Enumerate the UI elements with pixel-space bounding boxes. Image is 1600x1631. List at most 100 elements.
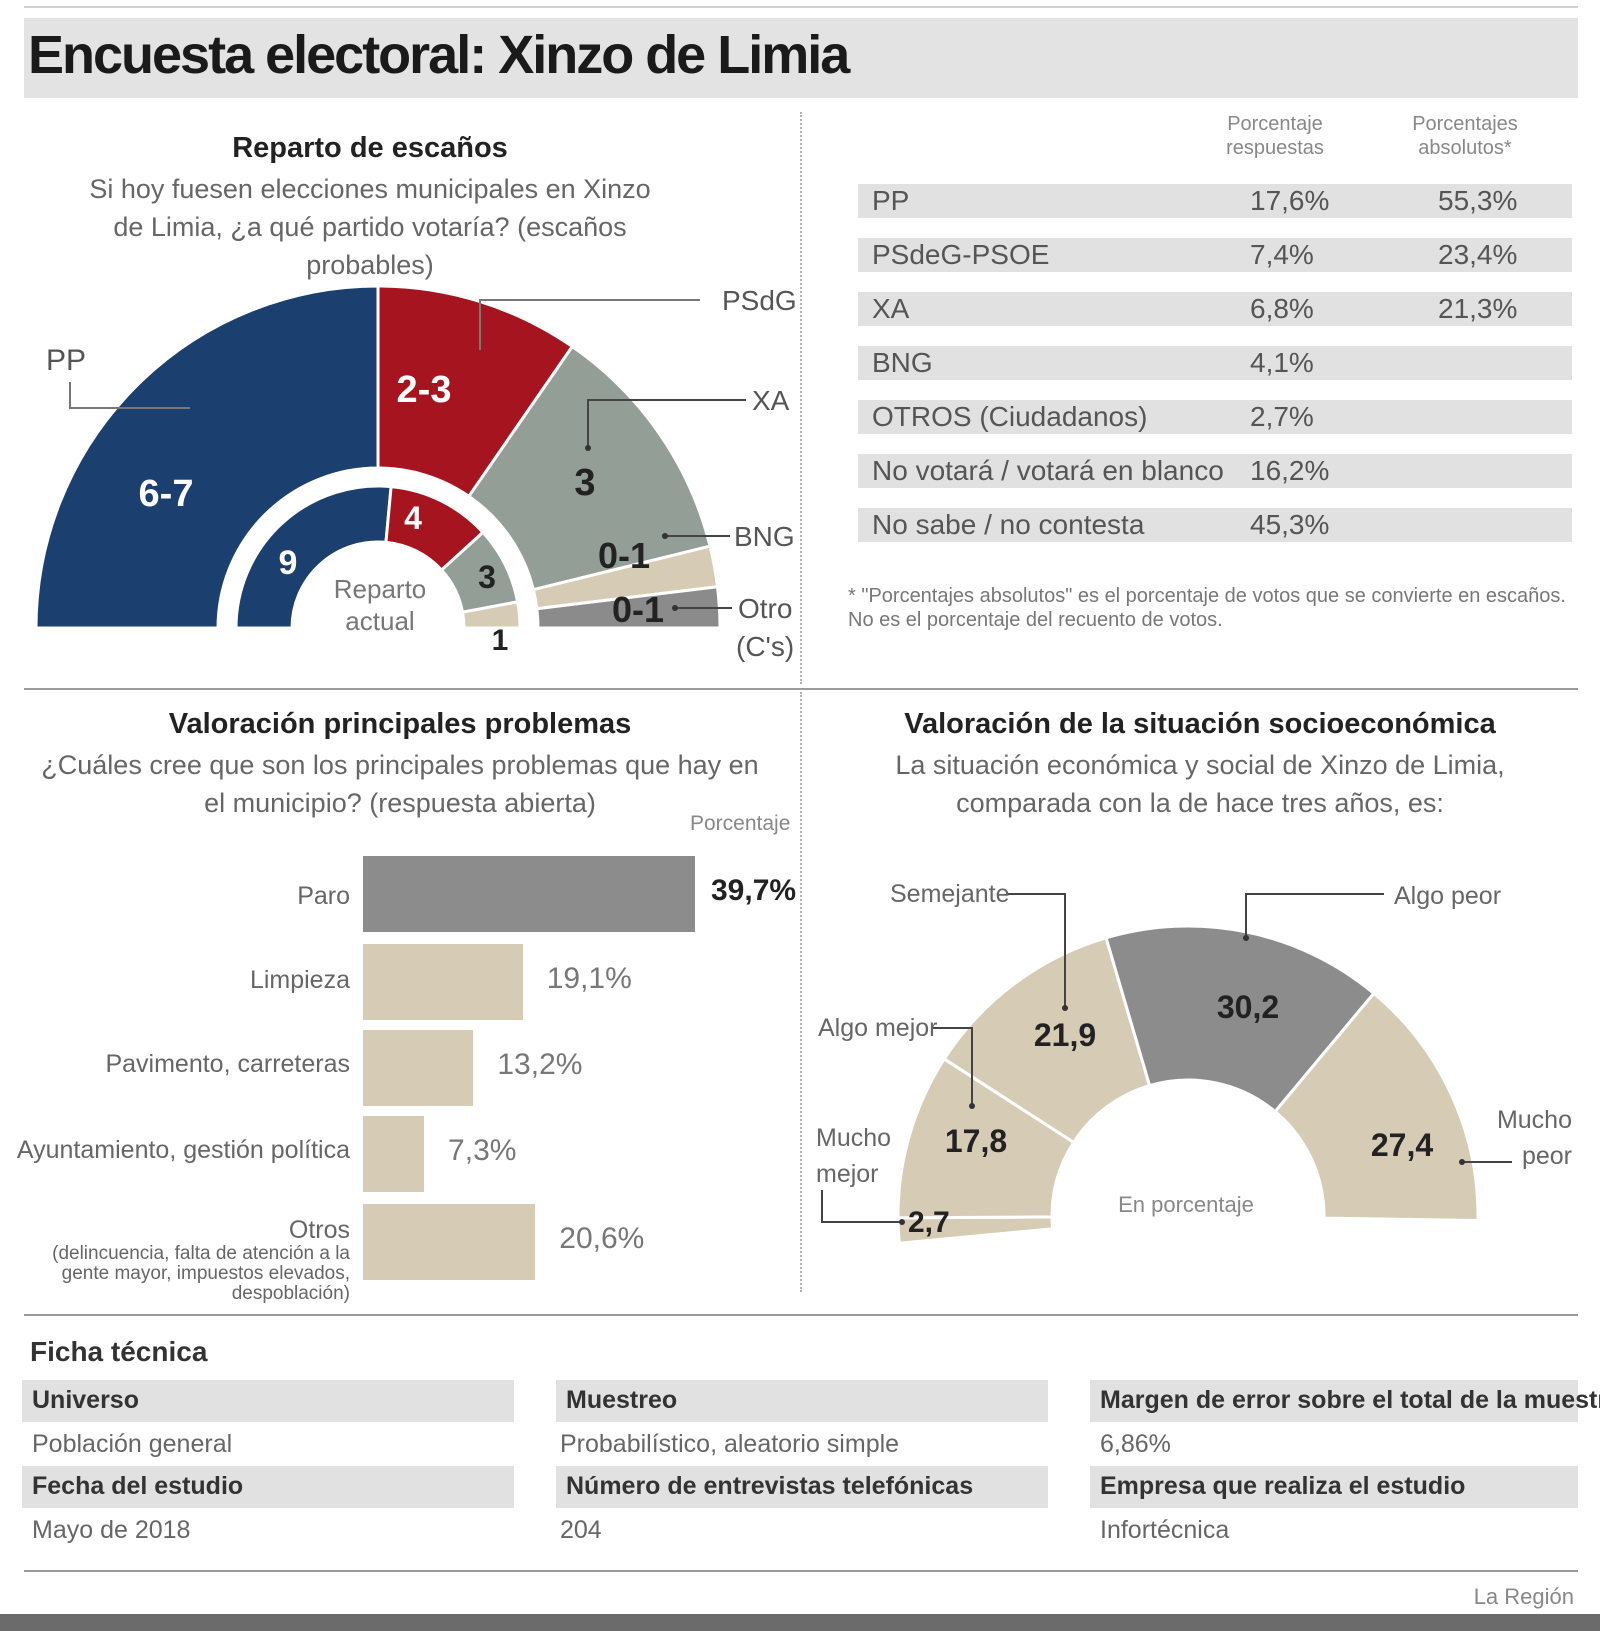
seats-inner-label-xa: 3 (478, 559, 496, 595)
socio-cat-mucho-mejor-2: mejor (816, 1160, 879, 1188)
bar-category-note: (delincuencia, falta de atención a la ge… (52, 1243, 350, 1304)
table-cell-party: No votará / votará en blanco (872, 455, 1224, 486)
table-row: PP 17,6% 55,3% (858, 184, 1572, 218)
seat-current-slice-pp (234, 484, 393, 630)
bar-category-label: Paro (297, 882, 350, 910)
socio-ring (896, 924, 1480, 1245)
socio-cat-mucho-mejor: Mucho (816, 1124, 891, 1152)
seats-inner-label-otro: 1 (492, 624, 509, 657)
table-row: BNG 4,1% (858, 346, 1572, 380)
party-label-bng: BNG (734, 521, 795, 552)
bar (363, 1204, 536, 1280)
socio-chart: Semejante Algo mejor Algo peor Mucho mej… (816, 880, 1572, 1245)
socio-value-algo-mejor: 17,8 (945, 1123, 1007, 1159)
table-cell-party: BNG (872, 347, 933, 378)
table-cell-absolutos: 23,4% (1438, 239, 1518, 270)
problems-title: Valoración principales problemas (168, 708, 632, 740)
socio-slice-algo-peor (1104, 924, 1376, 1114)
divider-ficha (24, 1314, 1578, 1316)
socio-cat-mucho-peor: Mucho (1497, 1106, 1572, 1134)
bar-category-label: Otros (288, 1216, 350, 1244)
seats-inner-label-psdg: 4 (404, 500, 422, 536)
socio-cat-semejante: Semejante (890, 880, 1010, 908)
leader-semejante (1008, 893, 1066, 1008)
credit: La Región (1473, 1584, 1574, 1609)
party-label-pp: PP (46, 344, 86, 377)
ficha-header-empresa: Empresa que realiza el estudio (1090, 1466, 1578, 1508)
ficha-header-muestreo: Muestreo (556, 1380, 1048, 1422)
ficha-value-margen: 6,86% (1100, 1430, 1171, 1458)
seats-outer-label-bng: 0-1 (598, 535, 650, 576)
table-col2-header: Porcentajes absolutos* (1412, 113, 1518, 159)
seats-outer-label-xa: 3 (574, 462, 595, 504)
table-cell-respuestas: 2,7% (1250, 401, 1314, 432)
ficha-header-universo: Universo (22, 1380, 514, 1422)
seat-current-slice-otro (460, 600, 522, 630)
table-cell-respuestas: 7,4% (1250, 239, 1314, 270)
leader-psdg (479, 299, 700, 350)
socio-center-label: En porcentaje (1118, 1192, 1254, 1217)
divider-middle (24, 688, 1578, 690)
table-cell-party: OTROS (Ciudadanos) (872, 401, 1148, 432)
seat-slice-pp (34, 284, 380, 630)
bar-value-label: 13,2% (497, 1048, 583, 1081)
ficha-value-universo: Población general (32, 1430, 233, 1458)
party-label-psdg: PSdG (722, 285, 797, 316)
bar-value-label: 19,1% (546, 962, 632, 995)
top-rule (24, 6, 1578, 8)
seats-chart: PP PSdG XA BNG Otro (C's) 6-7 2-3 3 0-1 … (34, 284, 797, 662)
table-cell-respuestas: 6,8% (1250, 293, 1314, 324)
table-cell-respuestas: 17,6% (1250, 185, 1330, 216)
ficha-header-entrevistas: Número de entrevistas telefónicas (556, 1466, 1048, 1508)
table-footnote: * "Porcentajes absolutos" es el porcenta… (848, 585, 1566, 631)
socio-slice-semejante (942, 935, 1152, 1145)
leader-algo-peor (1245, 893, 1384, 938)
problems-column-label: Porcentaje (690, 812, 791, 835)
divider-top (800, 112, 802, 684)
ficha-value-entrevistas: 204 (560, 1516, 602, 1544)
leader-algo-mejor (932, 1027, 973, 1106)
seats-outer-label-otro: 0-1 (612, 589, 664, 630)
table-cell-party: XA (872, 293, 910, 324)
ficha-value-muestreo: Probabilístico, aleatorio simple (560, 1430, 900, 1458)
party-label-xa: XA (752, 385, 790, 416)
ficha-value-empresa: Infortécnica (1100, 1516, 1230, 1544)
seats-title: Reparto de escaños (232, 132, 508, 164)
table-row: No votará / votará en blanco 16,2% (858, 454, 1572, 488)
socio-cat-mucho-peor-2: peor (1522, 1142, 1572, 1170)
ficha-header-fecha: Fecha del estudio (22, 1466, 514, 1508)
socio-value-algo-peor: 30,2 (1217, 989, 1279, 1025)
socio-slice-mucho-peor (1273, 991, 1480, 1223)
bar-category-label: Pavimento, carreteras (105, 1050, 350, 1078)
table-cell-party: PP (872, 185, 910, 216)
socio-cat-algo-peor: Algo peor (1394, 882, 1501, 910)
socio-subtitle: La situación económica y social de Xinzo… (895, 750, 1505, 818)
table-cell-party: PSdeG-PSOE (872, 239, 1050, 270)
seats-subtitle: Si hoy fuesen elecciones municipales en … (89, 174, 651, 280)
seat-slice-otro (535, 585, 722, 630)
bar-value-label: 20,6% (559, 1222, 645, 1255)
table-row: OTROS (Ciudadanos) 2,7% (858, 400, 1572, 434)
seats-center-label-1: Reparto (334, 574, 427, 604)
seats-inner-label-pp: 9 (279, 544, 298, 582)
bar (363, 1030, 474, 1106)
title-bar (24, 18, 1578, 98)
ficha-header-margen: Margen de error sobre el total de la mue… (1090, 1380, 1600, 1422)
bar-value-label: 39,7% (711, 874, 797, 907)
table-row: XA 6,8% 21,3% (858, 292, 1572, 326)
bar (363, 1116, 425, 1192)
ficha-title: Ficha técnica (30, 1336, 208, 1367)
table-cell-absolutos: 21,3% (1438, 293, 1518, 324)
socio-cat-algo-mejor: Algo mejor (818, 1014, 938, 1042)
divider-bottom (800, 692, 802, 1292)
table-row: No sabe / no contesta 45,3% (858, 508, 1572, 542)
bar-value-label: 7,3% (448, 1134, 517, 1167)
bottom-band (0, 1614, 1600, 1631)
leader-pp (69, 382, 190, 409)
socio-value-semejante: 21,9 (1034, 1017, 1096, 1053)
seats-center-label-2: actual (345, 606, 414, 636)
table-row: PSdeG-PSOE 7,4% 23,4% (858, 238, 1572, 272)
party-label-otro-cs: (C's) (736, 631, 794, 662)
seats-outer-ring (34, 284, 722, 630)
ficha-value-fecha: Mayo de 2018 (32, 1516, 191, 1544)
